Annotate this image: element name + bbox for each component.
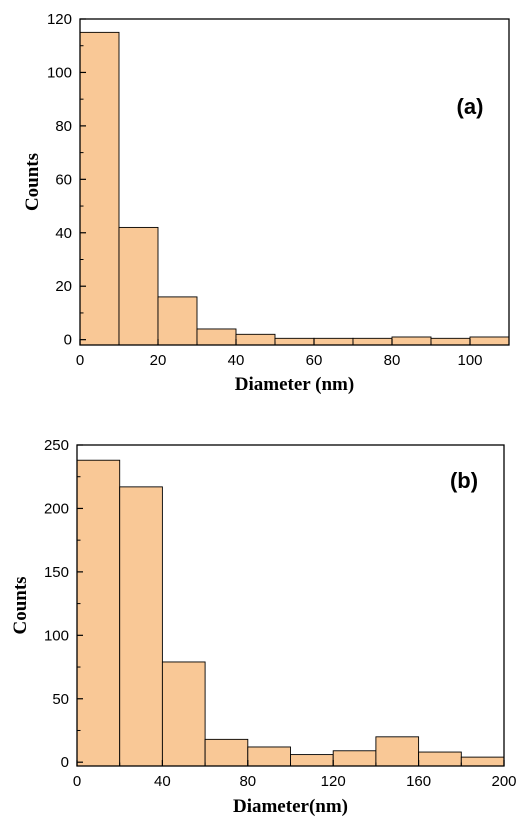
- histogram-bar: [204, 738, 249, 767]
- y-tick-label: 50: [52, 691, 69, 708]
- x-tick-label: 100: [457, 352, 482, 369]
- x-tick-label: 40: [154, 773, 171, 790]
- y-tick-label: 20: [55, 278, 72, 295]
- y-tick-label: 0: [61, 754, 69, 771]
- x-tick-label: 0: [76, 352, 84, 369]
- y-axis-title: Counts: [22, 153, 43, 211]
- x-tick-label: 80: [239, 773, 256, 790]
- y-tick-label: 40: [55, 225, 72, 242]
- bars-group: [76, 459, 505, 767]
- histogram-bar: [196, 328, 237, 346]
- histogram-bar: [161, 661, 206, 767]
- x-tick-label: 200: [491, 773, 516, 790]
- histogram-bar: [391, 336, 432, 346]
- histogram-panel-b: 0 40 80 120 160 200 0 50 100 150 200 250 (b) Diamet…: [10, 437, 517, 817]
- x-tick-label: 160: [406, 773, 431, 790]
- histogram-bar: [430, 337, 471, 346]
- histogram-bar: [274, 337, 315, 346]
- x-tick-label: 0: [73, 773, 81, 790]
- histogram-bar: [460, 756, 505, 767]
- ticks-group: 0 20 40 60 80 100 0 20 40 60 80 100 120: [47, 11, 483, 369]
- histogram-bar: [313, 337, 354, 346]
- histogram-bar: [418, 751, 462, 767]
- histogram-panel-a: 0 20 40 60 80 100 0 20 40 60 80 100 120 (a) Diameter…: [22, 11, 510, 395]
- y-tick-label: 60: [55, 171, 72, 188]
- y-tick-label: 250: [44, 437, 69, 454]
- histogram-bar: [119, 486, 163, 767]
- y-tick-label: 100: [44, 627, 69, 644]
- x-axis-title: Diameter(nm): [233, 796, 348, 817]
- x-axis-title: Diameter (nm): [235, 374, 354, 395]
- histogram-bar: [118, 226, 159, 346]
- panel-label: (a): [457, 94, 484, 119]
- histogram-bar: [247, 746, 291, 767]
- x-tick-label: 80: [384, 352, 401, 369]
- y-tick-label: 100: [47, 64, 72, 81]
- x-tick-label: 20: [150, 352, 167, 369]
- histogram-bar: [332, 750, 377, 767]
- y-tick-label: 150: [44, 564, 69, 581]
- histogram-bar: [290, 754, 334, 767]
- histogram-bar: [79, 31, 120, 346]
- panel-label: (b): [450, 468, 478, 493]
- y-tick-label: 200: [44, 500, 69, 517]
- ticks-group: 0 40 80 120 160 200 0 50 100 150 200 250: [44, 437, 517, 790]
- histogram-bar: [469, 336, 510, 346]
- y-tick-label: 80: [55, 118, 72, 135]
- y-tick-label: 120: [47, 11, 72, 28]
- plot-frame: [79, 18, 510, 346]
- histogram-bar: [375, 736, 420, 767]
- histogram-bar: [76, 459, 121, 767]
- histogram-bar: [157, 296, 198, 346]
- x-tick-label: 120: [321, 773, 346, 790]
- histogram-bar: [352, 337, 393, 346]
- y-axis-title: Counts: [10, 576, 31, 634]
- y-tick-label: 0: [64, 332, 72, 349]
- x-tick-label: 40: [228, 352, 245, 369]
- x-tick-label: 60: [306, 352, 323, 369]
- bars-group: [79, 31, 510, 346]
- histogram-bar: [235, 333, 276, 346]
